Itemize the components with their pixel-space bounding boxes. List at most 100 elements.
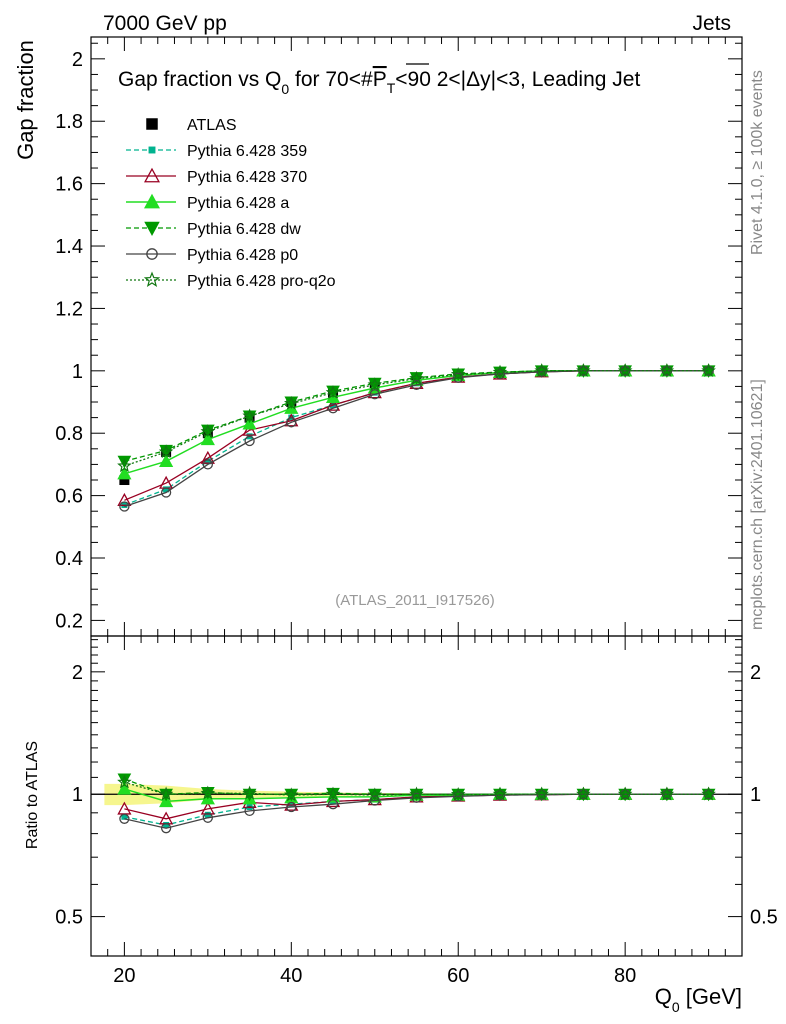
- ratio-y-ticks: 0.5 0.5 1 1 2 2: [55, 639, 778, 929]
- main-point-pythia-6-428-359: [204, 458, 211, 465]
- ratio-plot: 0.5 0.51 12 2 Ratio to ATLAS 20 40 60 80 Q0 [G…: [24, 37, 778, 1015]
- main-series-pythia-6-428-pro-q2o: [117, 363, 716, 473]
- main-point-pythia-6-428-p0: [369, 389, 380, 400]
- ratio-series: [91, 773, 742, 834]
- x-ticks: 20 40 60 80: [107, 37, 743, 987]
- header-right: Jets: [692, 12, 731, 35]
- main-y-tick-label: 1.8: [55, 111, 83, 133]
- main-point-pythia-6-428-pro-q2o: [200, 424, 216, 438]
- main-point-atlas: [119, 475, 130, 486]
- legend-item-pythia-6-428-dw: Pythia 6.428 dw: [126, 221, 301, 238]
- x-axis-label: Q0 [GeV]: [655, 984, 742, 1015]
- ratio-point-pythia-6-428-359: [163, 822, 170, 829]
- legend-marker: [143, 271, 161, 287]
- ratio-point-pythia-6-428-p0: [411, 792, 422, 803]
- main-title: Gap fraction vs Q0 for 70<#PT<90 2<|Δy|<…: [118, 68, 640, 97]
- legend-item-atlas: ATLAS: [146, 117, 237, 134]
- header-left: 7000 GeV pp: [103, 12, 227, 35]
- main-point-pythia-6-428-pro-q2o: [242, 408, 257, 423]
- main-point-pythia-6-428-370: [159, 475, 174, 489]
- main-y-tick-label: 0.8: [55, 423, 83, 445]
- ratio-point-pythia-6-428-359: [204, 811, 211, 818]
- ratio-point-pythia-6-428-pro-q2o: [242, 785, 257, 800]
- main-point-pythia-6-428-370: [242, 422, 257, 436]
- title-part-c: P: [373, 68, 387, 91]
- main-point-pythia-6-428-p0: [327, 403, 339, 414]
- ratio-y-tick-label-right: 1: [750, 784, 761, 806]
- ratio-y-tick-label-right: 2: [750, 662, 761, 684]
- x-tick-label: 60: [447, 965, 469, 987]
- x-tick-label: 40: [280, 965, 302, 987]
- legend-item-pythia-6-428-359: Pythia 6.428 359: [126, 143, 307, 160]
- main-point-pythia-6-428-370: [200, 450, 215, 464]
- main-point-pythia-6-428-pro-q2o: [325, 385, 341, 399]
- main-point-pythia-6-428-pro-q2o: [659, 363, 675, 378]
- main-point-pythia-6-428-p0: [202, 459, 213, 470]
- ratio-y-tick-label: 0.5: [55, 907, 83, 929]
- main-line-pythia-6-428-pro-q2o: [124, 370, 709, 467]
- ratio-point-pythia-6-428-pro-q2o: [325, 786, 341, 801]
- ratio-point-pythia-6-428-359: [288, 801, 295, 808]
- main-y-tick-label: 1: [72, 361, 83, 383]
- main-y-tick-label: 1.6: [55, 174, 83, 196]
- main-point-pythia-6-428-a: [242, 416, 257, 430]
- ratio-point-pythia-6-428-p0: [286, 801, 297, 813]
- legend-item-pythia-6-428-pro-q2o: Pythia 6.428 pro-q2o: [126, 271, 336, 290]
- main-point-pythia-6-428-dw: [117, 455, 132, 469]
- main-point-pythia-6-428-370: [117, 492, 132, 506]
- main-point-pythia-6-428-p0: [286, 417, 297, 428]
- ratio-point-pythia-6-428-p0: [244, 805, 255, 817]
- ratio-point-pythia-6-428-p0: [369, 795, 380, 806]
- ratio-plot-frame: [90, 635, 743, 957]
- side-label-top: Rivet 4.1.0, ≥ 100k events: [749, 70, 766, 255]
- main-point-pythia-6-428-p0: [411, 379, 422, 391]
- legend-label: ATLAS: [187, 117, 237, 134]
- ratio-line-pythia-6-428-pro-q2o: [124, 781, 709, 796]
- main-point-pythia-6-428-p0: [160, 487, 172, 498]
- title-part-b: for 70<#: [289, 68, 373, 91]
- main-point-pythia-6-428-a: [159, 453, 174, 467]
- ratio-point-pythia-6-428-pro-q2o: [617, 786, 633, 801]
- main-y-tick-label: 1.4: [55, 236, 83, 258]
- ratio-point-pythia-6-428-pro-q2o: [117, 774, 132, 789]
- ratio-point-pythia-6-428-p0: [494, 789, 506, 801]
- main-plot: 0.2 0.4 0.6 0.8 1 1.2 1.4 1.6 1.8 2 Gap fraction …: [13, 36, 743, 637]
- main-point-pythia-6-428-pro-q2o: [534, 363, 549, 378]
- main-point-pythia-6-428-359: [163, 486, 170, 493]
- legend-label: Pythia 6.428 dw: [187, 221, 301, 238]
- legend-marker: [148, 146, 156, 154]
- legend-item-pythia-6-428-p0: Pythia 6.428 p0: [126, 247, 298, 264]
- ratio-y-label: Ratio to ATLAS: [24, 741, 41, 849]
- ratio-point-pythia-6-428-370: [284, 797, 299, 811]
- title-part-d: T: [387, 80, 396, 96]
- ratio-point-pythia-6-428-p0: [536, 789, 547, 800]
- main-point-pythia-6-428-p0: [119, 501, 130, 512]
- main-point-pythia-6-428-pro-q2o: [701, 363, 716, 378]
- ratio-y-tick-label: 2: [72, 662, 83, 684]
- x-label-sub: 0: [672, 999, 680, 1015]
- main-point-pythia-6-428-pro-q2o: [492, 364, 508, 379]
- ratio-point-pythia-6-428-pro-q2o: [576, 786, 591, 801]
- ratio-point-pythia-6-428-p0: [327, 799, 339, 810]
- ratio-y-tick-label-right: 0.5: [750, 907, 778, 929]
- main-point-pythia-6-428-p0: [494, 368, 506, 380]
- main-y-tick-label: 0.6: [55, 486, 83, 508]
- ratio-point-pythia-6-428-pro-q2o: [450, 786, 466, 801]
- ratio-point-pythia-6-428-pro-q2o: [200, 785, 216, 800]
- ratio-point-pythia-6-428-p0: [453, 791, 464, 802]
- main-point-pythia-6-428-pro-q2o: [284, 395, 299, 410]
- main-point-pythia-6-428-p0: [453, 372, 464, 383]
- ratio-point-pythia-6-428-dw: [117, 773, 132, 787]
- legend-label: Pythia 6.428 370: [187, 169, 307, 186]
- main-y-ticks: 0.2 0.4 0.6 0.8 1 1.2 1.4 1.6 1.8 2: [55, 42, 742, 637]
- title-part-a: Gap fraction vs Q: [118, 68, 281, 91]
- ratio-point-pythia-6-428-pro-q2o: [158, 786, 174, 801]
- ratio-point-pythia-6-428-359: [121, 813, 128, 820]
- x-tick-label: 80: [614, 965, 636, 987]
- ratio-point-pythia-6-428-pro-q2o: [659, 786, 675, 801]
- x-label-b: [GeV]: [680, 984, 742, 1009]
- legend: ATLAS Pythia 6.428 359 Pythia 6.428 370 Pyt…: [126, 117, 336, 290]
- watermark: (ATLAS_2011_I917526): [335, 592, 495, 609]
- side-label-bottom: mcplots.cern.ch [arXiv:2401.10621]: [749, 379, 766, 630]
